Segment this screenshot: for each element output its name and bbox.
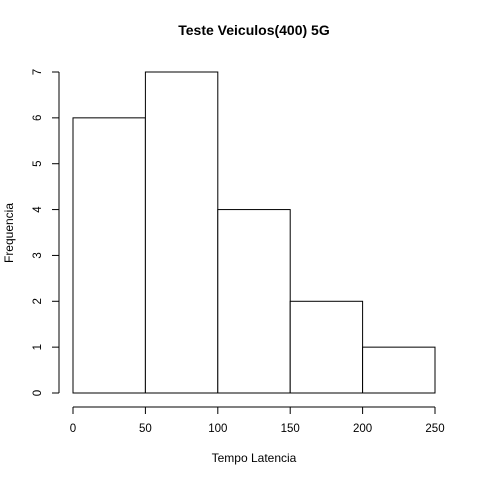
y-tick-label-3: 3 (32, 252, 44, 258)
histogram-bar-4 (362, 346, 436, 394)
histogram-bar-0 (72, 117, 146, 394)
chart-title: Teste Veiculos(400) 5G (178, 22, 330, 38)
histogram-bar-3 (289, 300, 364, 394)
x-axis: 0 50 100 150 200 250 (70, 406, 445, 435)
histogram-bar-2 (217, 209, 291, 394)
y-tick-label-2: 2 (32, 298, 44, 304)
y-axis: 0 1 2 3 4 5 6 7 (32, 69, 60, 396)
y-tick-label-7: 7 (32, 69, 44, 75)
bars-group (72, 71, 436, 394)
y-tick-label-4: 4 (32, 206, 44, 213)
x-tick-label-3: 150 (281, 423, 300, 435)
x-tick-label-2: 100 (208, 423, 227, 435)
histogram-bar-1 (144, 71, 219, 394)
x-tick-label-0: 0 (70, 423, 76, 435)
y-tick-label-1: 1 (32, 344, 44, 350)
x-tick-label-4: 200 (353, 423, 372, 435)
x-axis-label: Tempo Latencia (212, 451, 297, 465)
y-tick-label-5: 5 (32, 161, 44, 167)
x-tick-label-5: 250 (425, 423, 444, 435)
y-tick-label-6: 6 (32, 115, 44, 121)
y-tick-label-0: 0 (32, 390, 44, 396)
x-tick-label-1: 50 (139, 423, 152, 435)
y-axis-label: Frequencia (2, 203, 16, 263)
